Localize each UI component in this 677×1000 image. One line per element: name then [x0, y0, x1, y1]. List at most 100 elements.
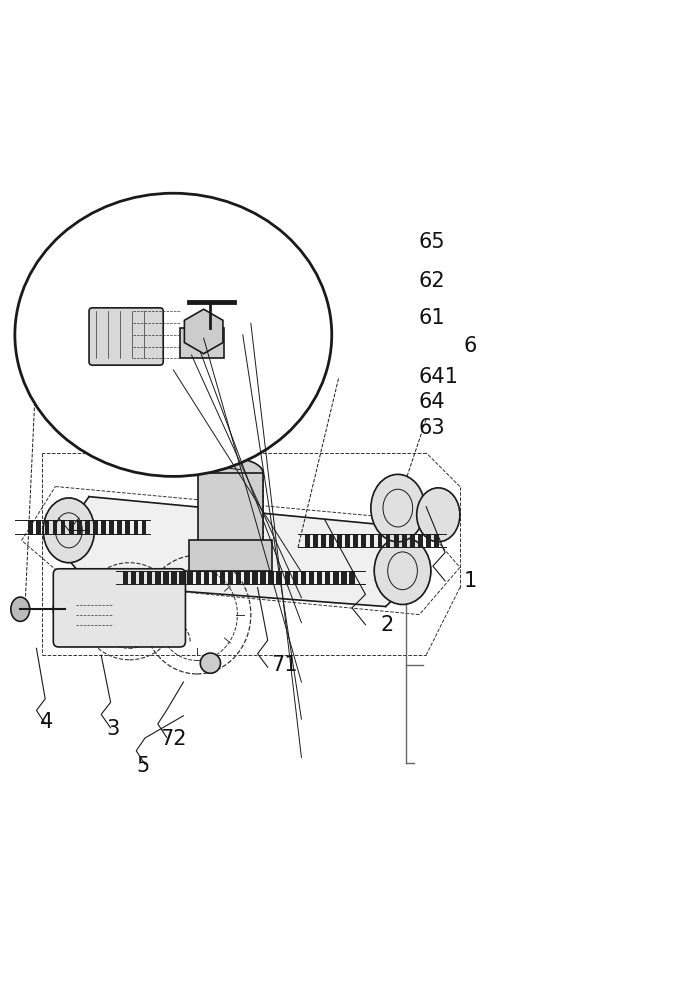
Text: 72: 72	[160, 729, 186, 749]
Bar	[196, 571, 201, 584]
Text: 1: 1	[463, 571, 477, 591]
Ellipse shape	[79, 296, 133, 374]
Bar	[139, 571, 144, 584]
Bar	[212, 571, 217, 584]
Ellipse shape	[182, 296, 196, 309]
Ellipse shape	[371, 474, 424, 542]
Bar	[125, 520, 130, 534]
Bar	[349, 571, 355, 584]
Ellipse shape	[236, 318, 265, 369]
Bar	[309, 571, 314, 584]
Ellipse shape	[154, 308, 165, 362]
Bar	[253, 571, 257, 584]
Bar	[244, 571, 250, 584]
Bar	[77, 520, 82, 534]
Bar	[378, 534, 383, 547]
Ellipse shape	[53, 592, 78, 626]
Text: 6: 6	[463, 336, 477, 356]
Ellipse shape	[165, 308, 175, 362]
Ellipse shape	[417, 488, 460, 542]
Bar	[434, 534, 439, 547]
FancyBboxPatch shape	[89, 308, 163, 365]
Bar	[345, 534, 350, 547]
Text: 63: 63	[418, 418, 445, 438]
Bar	[260, 571, 265, 584]
Ellipse shape	[239, 322, 247, 365]
Bar	[236, 571, 242, 584]
Bar	[321, 534, 326, 547]
Bar	[284, 571, 290, 584]
Bar	[69, 520, 74, 534]
Bar	[418, 534, 422, 547]
Bar	[268, 571, 274, 584]
Text: 2: 2	[380, 615, 393, 635]
Ellipse shape	[374, 537, 431, 605]
Text: 5: 5	[136, 756, 150, 776]
Ellipse shape	[43, 498, 94, 563]
Ellipse shape	[200, 653, 221, 673]
Bar	[317, 571, 322, 584]
Bar	[109, 520, 114, 534]
Bar	[353, 534, 358, 547]
Bar	[305, 534, 309, 547]
Bar	[45, 520, 49, 534]
Bar	[426, 534, 431, 547]
Bar	[37, 520, 41, 534]
Bar	[370, 534, 374, 547]
Bar	[386, 534, 391, 547]
Bar	[198, 473, 263, 544]
Bar	[333, 571, 338, 584]
Text: 71: 71	[271, 655, 298, 675]
Bar	[292, 571, 298, 584]
Bar	[180, 328, 224, 358]
Ellipse shape	[230, 322, 238, 365]
Bar	[147, 571, 152, 584]
Text: 3: 3	[106, 719, 119, 739]
Ellipse shape	[11, 597, 30, 621]
Text: 4: 4	[41, 712, 53, 732]
Bar	[301, 571, 306, 584]
Bar	[410, 534, 415, 547]
Polygon shape	[56, 497, 426, 607]
Bar	[220, 571, 225, 584]
Bar	[101, 520, 106, 534]
Bar	[28, 520, 33, 534]
Ellipse shape	[15, 193, 332, 476]
Bar	[189, 540, 272, 571]
Bar	[85, 520, 90, 534]
Bar	[133, 520, 138, 534]
Bar	[53, 520, 58, 534]
Ellipse shape	[148, 308, 158, 362]
Bar	[179, 571, 185, 584]
Bar	[188, 571, 193, 584]
Bar	[171, 571, 177, 584]
Bar	[141, 520, 146, 534]
Ellipse shape	[141, 308, 152, 362]
Bar	[61, 520, 66, 534]
Bar	[313, 534, 318, 547]
Bar	[163, 571, 169, 584]
Bar	[341, 571, 347, 584]
Bar	[329, 534, 334, 547]
Text: 62: 62	[418, 271, 445, 291]
Bar	[402, 534, 407, 547]
Bar	[362, 534, 366, 547]
Bar	[228, 571, 234, 584]
Bar	[117, 520, 122, 534]
Bar	[394, 534, 399, 547]
Bar	[325, 571, 330, 584]
Bar	[93, 520, 97, 534]
Bar	[155, 571, 160, 584]
FancyBboxPatch shape	[53, 569, 185, 647]
Bar	[276, 571, 282, 584]
Ellipse shape	[227, 296, 241, 309]
Text: 64: 64	[418, 392, 445, 412]
Bar	[131, 571, 136, 584]
Text: 641: 641	[418, 367, 458, 387]
Bar	[337, 534, 342, 547]
Bar	[204, 571, 209, 584]
Bar	[123, 571, 128, 584]
Ellipse shape	[221, 322, 230, 365]
Ellipse shape	[198, 458, 263, 488]
Text: 65: 65	[418, 232, 445, 252]
